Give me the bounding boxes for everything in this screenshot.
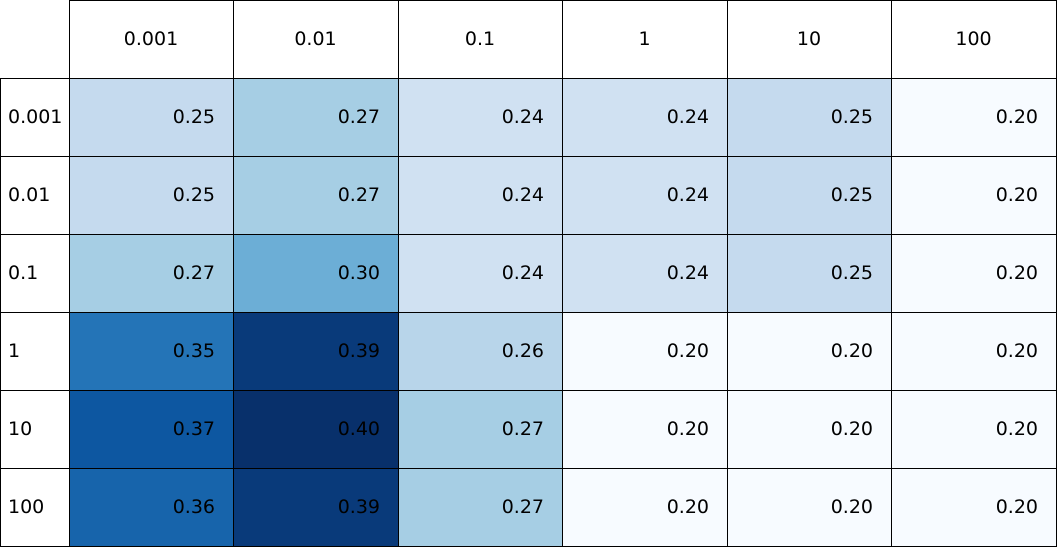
grid-line: [562, 0, 563, 547]
heatmap-cell: 0.27: [69, 234, 233, 312]
heatmap-cell: 0.20: [891, 468, 1056, 546]
row-header: 100: [8, 496, 45, 518]
heatmap-cell: 0.27: [233, 156, 398, 234]
heatmap-cell: 0.40: [233, 390, 398, 468]
heatmap-cell: 0.27: [398, 468, 562, 546]
heatmap-cell: 0.39: [233, 468, 398, 546]
heatmap-cell: 0.24: [398, 156, 562, 234]
heatmap-cell: 0.20: [562, 312, 727, 390]
grid-line: [0, 234, 1057, 235]
heatmap-cell: 0.20: [891, 312, 1056, 390]
heatmap-cell: 0.36: [69, 468, 233, 546]
column-header: 0.001: [123, 28, 179, 50]
heatmap-cell: 0.25: [69, 78, 233, 156]
column-header: 0.01: [294, 28, 337, 50]
heatmap-cell: 0.26: [398, 312, 562, 390]
row-header: 0.001: [8, 106, 63, 128]
grid-line: [69, 0, 1057, 1]
row-header: 1: [8, 340, 21, 362]
heatmap-cell: 0.25: [727, 78, 891, 156]
grid-line: [0, 78, 1, 547]
row-header: 10: [8, 418, 33, 440]
column-header: 1: [638, 28, 651, 50]
heatmap-cell: 0.25: [727, 234, 891, 312]
heatmap-cell: 0.25: [727, 156, 891, 234]
heatmap-cell: 0.24: [562, 156, 727, 234]
column-header: 100: [955, 28, 992, 50]
heatmap-cell: 0.27: [398, 390, 562, 468]
heatmap-cell: 0.20: [562, 390, 727, 468]
grid-line: [233, 0, 234, 547]
heatmap-cell: 0.24: [398, 78, 562, 156]
heatmap-cell: 0.20: [891, 234, 1056, 312]
grid-line: [0, 468, 1057, 469]
heatmap-cell: 0.20: [727, 468, 891, 546]
heatmap-cell: 0.20: [727, 390, 891, 468]
column-header: 0.1: [464, 28, 496, 50]
grid-line: [0, 156, 1057, 157]
grid-line: [727, 0, 728, 547]
grid-line: [0, 390, 1057, 391]
row-header: 0.01: [8, 184, 51, 206]
column-header: 10: [796, 28, 822, 50]
grid-line: [398, 0, 399, 547]
heatmap-cell: 0.20: [727, 312, 891, 390]
row-header: 0.1: [8, 262, 39, 284]
heatmap-cell: 0.20: [891, 156, 1056, 234]
heatmap-cell: 0.35: [69, 312, 233, 390]
heatmap-cell: 0.37: [69, 390, 233, 468]
grid-line: [0, 78, 1057, 79]
heatmap-cell: 0.24: [398, 234, 562, 312]
heatmap-cell: 0.24: [562, 78, 727, 156]
heatmap-cell: 0.27: [233, 78, 398, 156]
grid-line: [891, 0, 892, 547]
heatmap-cell: 0.30: [233, 234, 398, 312]
heatmap-cell: 0.39: [233, 312, 398, 390]
heatmap-cell: 0.20: [891, 390, 1056, 468]
grid-line: [0, 312, 1057, 313]
heatmap-cell: 0.24: [562, 234, 727, 312]
grid-line: [69, 0, 70, 547]
heatmap-cell: 0.25: [69, 156, 233, 234]
heatmap-cell: 0.20: [562, 468, 727, 546]
heatmap-cell: 0.20: [891, 78, 1056, 156]
